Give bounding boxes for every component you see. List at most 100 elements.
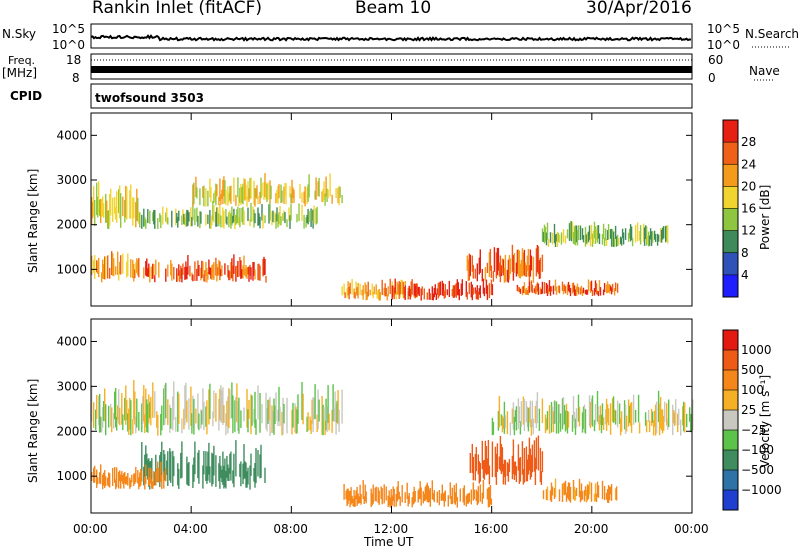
data-cell	[593, 221, 596, 239]
data-cell	[534, 457, 537, 485]
data-cell	[191, 216, 193, 227]
data-cell	[97, 261, 99, 274]
x-tick-label: 12:00	[373, 522, 409, 536]
data-cell	[540, 471, 543, 485]
data-cell	[661, 227, 664, 240]
y-tick-label: 3000	[56, 379, 87, 393]
nsky-trace	[90, 34, 692, 42]
colorbar-tick-label: 12	[741, 224, 756, 238]
data-cell	[584, 486, 587, 496]
data-cell	[436, 491, 438, 503]
data-cell	[397, 481, 399, 500]
data-cell	[165, 382, 167, 419]
data-cell	[483, 460, 486, 480]
data-cell	[135, 466, 137, 483]
data-cell	[479, 463, 481, 482]
data-cell	[454, 284, 456, 297]
data-cell	[466, 255, 468, 271]
data-cell	[541, 451, 544, 473]
data-cell	[318, 399, 320, 422]
data-cell	[478, 288, 480, 295]
data-cell	[610, 287, 613, 295]
data-cell	[154, 391, 156, 418]
data-cell	[126, 186, 128, 220]
data-cell	[130, 400, 132, 436]
data-cell	[231, 258, 233, 279]
data-cell	[598, 415, 601, 431]
data-cell	[160, 413, 162, 436]
data-cell	[426, 482, 428, 503]
data-cell	[524, 262, 527, 277]
data-cell	[590, 224, 593, 239]
data-cell	[177, 391, 179, 432]
data-cell	[581, 412, 584, 433]
data-cell	[257, 207, 259, 226]
data-cell	[210, 187, 212, 203]
data-cell	[209, 383, 211, 420]
data-cell	[251, 395, 253, 426]
data-cell	[585, 234, 588, 244]
colorbar-swatch	[723, 450, 738, 470]
data-cell	[184, 217, 186, 225]
data-cell	[225, 189, 227, 206]
data-cell	[535, 248, 538, 277]
data-cell	[153, 471, 155, 486]
data-cell	[365, 284, 367, 301]
data-cell	[481, 440, 483, 470]
data-cell	[259, 191, 261, 204]
data-cell	[108, 472, 110, 487]
colorbar-swatch	[723, 430, 738, 450]
data-cell	[237, 260, 239, 278]
data-cell	[471, 443, 473, 473]
data-cell	[486, 458, 489, 475]
data-cell	[603, 283, 606, 293]
data-cell	[470, 281, 472, 298]
data-cell	[204, 270, 206, 282]
data-cell	[625, 415, 628, 432]
colorbar-tick-label: −1000	[741, 483, 782, 497]
cpid-value: twofsound 3503	[95, 91, 204, 105]
data-cell	[332, 384, 334, 421]
data-cell	[169, 448, 171, 481]
data-cell	[594, 280, 597, 293]
data-cell	[94, 465, 96, 483]
data-cell	[575, 408, 578, 428]
data-cell	[400, 279, 402, 295]
data-cell	[103, 203, 105, 218]
colorbar-swatch	[723, 390, 738, 410]
data-cell	[389, 497, 391, 508]
data-cell	[601, 234, 604, 245]
data-cell	[378, 490, 380, 505]
data-cell	[689, 407, 691, 422]
data-cell	[451, 289, 453, 297]
data-cell	[135, 202, 137, 228]
nsky-tick-top: 10^5	[52, 22, 85, 36]
data-cell	[546, 486, 549, 501]
data-cell	[112, 253, 114, 276]
data-cell	[456, 279, 458, 296]
data-cell	[364, 484, 366, 502]
data-cell	[338, 409, 340, 432]
data-cell	[359, 283, 361, 295]
nsky-label: N.Sky	[2, 27, 37, 41]
freq-tick-bottom: 8	[72, 71, 80, 85]
nave-tick-top: 60	[708, 53, 724, 67]
data-cell	[385, 288, 387, 297]
data-cell	[149, 461, 151, 490]
data-cell	[543, 282, 546, 294]
data-cell	[247, 467, 249, 485]
data-cell	[209, 210, 211, 229]
data-cell	[122, 474, 124, 484]
data-cell	[644, 412, 647, 426]
data-cell	[477, 454, 479, 475]
data-cell	[551, 406, 554, 424]
colorbar-tick-label: 1000	[741, 343, 772, 357]
data-cell	[159, 455, 161, 488]
data-cell	[193, 398, 195, 435]
data-cell	[461, 279, 463, 296]
data-cell	[257, 450, 259, 477]
data-cell	[433, 490, 435, 503]
y-tick-label: 1000	[56, 469, 87, 483]
data-cell	[201, 410, 203, 425]
data-cell	[369, 289, 371, 296]
